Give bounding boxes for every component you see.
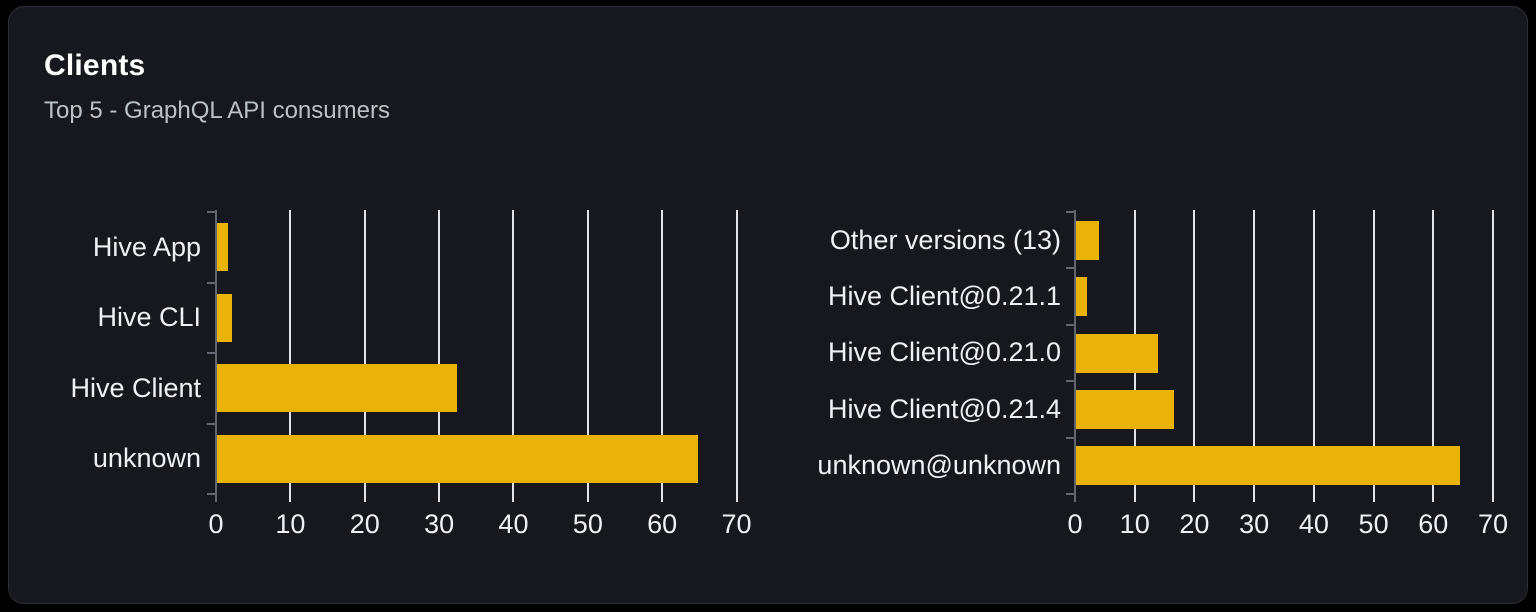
y-axis-tick xyxy=(1066,436,1074,439)
gridline xyxy=(1312,210,1315,502)
y-axis-tick xyxy=(207,281,215,284)
x-axis-tick-label: 10 xyxy=(1119,509,1150,539)
bar-hive-client-0-21-1[interactable] xyxy=(1076,277,1087,317)
x-axis-tick-label: 20 xyxy=(1179,509,1210,539)
category-label: Hive Client@0.21.1 xyxy=(827,281,1061,312)
bar-hive-app[interactable] xyxy=(217,223,229,272)
x-axis-tick-label: 30 xyxy=(424,509,455,539)
gridline xyxy=(512,210,515,502)
y-axis-tick xyxy=(1066,267,1074,270)
gridline xyxy=(1193,210,1196,502)
y-axis-tick xyxy=(1066,380,1074,383)
gridline xyxy=(363,210,366,502)
gridline xyxy=(1432,210,1435,502)
x-axis-tick-label: 20 xyxy=(349,509,380,539)
category-label: Hive Client@0.21.0 xyxy=(827,337,1061,368)
x-axis-tick-label: 0 xyxy=(208,509,224,539)
clients-by-version-chart: Other versions (13) Hive Client@0.21.1 Hiv… xyxy=(9,7,1527,603)
x-axis-tick-label: 30 xyxy=(1239,509,1270,539)
y-axis-tick xyxy=(207,422,215,425)
bar-hive-client-0-21-0[interactable] xyxy=(1076,333,1158,373)
gridline xyxy=(1492,210,1495,502)
x-axis-tick-label: 0 xyxy=(1067,509,1083,539)
bar-hive-cli[interactable] xyxy=(217,293,232,342)
category-label: Other versions (13) xyxy=(829,224,1061,255)
gridline xyxy=(735,210,738,502)
gridline xyxy=(289,210,292,502)
y-axis-line xyxy=(215,210,217,502)
clients-card: Clients Top 5 - GraphQL API consumers Hi… xyxy=(8,6,1528,604)
bar-unknown-unknown[interactable] xyxy=(1076,446,1460,486)
y-axis-line xyxy=(1074,210,1076,502)
x-axis-tick-label: 40 xyxy=(1298,509,1329,539)
y-axis-tick xyxy=(207,211,215,213)
bar-hive-client-0-21-4[interactable] xyxy=(1076,389,1174,429)
plot-area: Other versions (13) Hive Client@0.21.1 Hiv… xyxy=(817,210,1508,539)
category-label: Hive Client@0.21.4 xyxy=(827,393,1061,424)
card-title: Clients xyxy=(44,49,146,82)
y-axis-tick xyxy=(1066,323,1074,326)
y-axis-tick xyxy=(1066,211,1074,213)
y-axis-tick xyxy=(207,493,215,495)
x-axis-tick-label: 60 xyxy=(647,509,678,539)
x-axis-tick-label: 70 xyxy=(1477,509,1509,539)
bar-unknown[interactable] xyxy=(217,434,699,483)
card-subtitle: Top 5 - GraphQL API consumers xyxy=(44,97,390,124)
bar-other-versions-13[interactable] xyxy=(1076,220,1100,260)
category-label: unknown@unknown xyxy=(817,450,1061,481)
gridline xyxy=(661,210,664,502)
x-axis-tick-label: 40 xyxy=(498,509,529,539)
x-axis-tick-label: 10 xyxy=(275,509,306,539)
x-axis-tick-label: 60 xyxy=(1418,509,1449,539)
gridline xyxy=(1253,210,1256,502)
gridline xyxy=(586,210,589,502)
y-axis-tick xyxy=(1066,493,1074,495)
x-axis-tick-label: 50 xyxy=(572,509,603,539)
gridline xyxy=(1372,210,1375,502)
x-axis-tick-label: 50 xyxy=(1358,509,1389,539)
gridline xyxy=(438,210,441,502)
y-axis-tick xyxy=(207,352,215,354)
bar-hive-client[interactable] xyxy=(217,364,458,413)
x-axis-tick-label: 70 xyxy=(721,509,752,539)
